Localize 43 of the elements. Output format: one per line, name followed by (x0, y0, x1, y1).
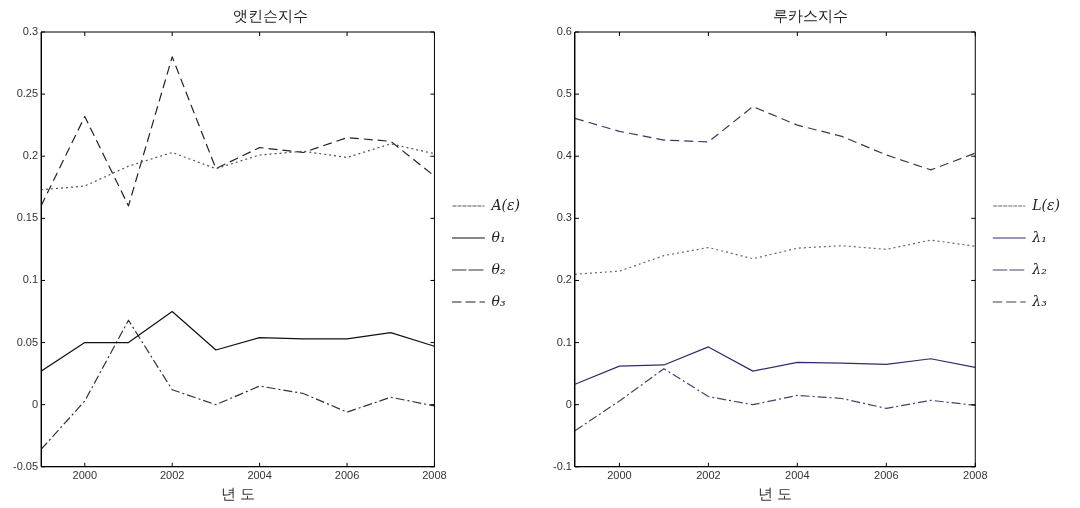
x-tick-label: 2002 (159, 469, 185, 482)
x-tick-label: 2000 (607, 469, 632, 482)
line-series (41, 319, 435, 451)
line-series (574, 105, 976, 171)
y-tick-label: 0.15 (16, 211, 39, 224)
y-tick-label: 0.05 (16, 335, 39, 348)
y-tick-label: 0 (31, 397, 39, 410)
legend-label: A(ε) (489, 196, 520, 213)
y-tick-label: 0.3 (556, 211, 572, 224)
x-tick-label: 2002 (696, 469, 721, 482)
legend-label: λ₃ (1031, 292, 1048, 309)
chart-title: 루카스지수 (772, 6, 848, 25)
legend-label: θ₃ (491, 292, 506, 309)
y-tick-label: 0.1 (556, 335, 572, 348)
line-series (574, 368, 976, 432)
y-tick-label: 0.3 (22, 25, 39, 38)
legend-label: L(ε) (1031, 196, 1060, 213)
y-tick-label: -0.1 (552, 459, 572, 472)
legend-label: θ₂ (491, 260, 506, 277)
x-tick-label: 2008 (422, 469, 447, 482)
y-tick-label: 0.6 (556, 25, 572, 38)
x-axis-title: 년 도 (220, 485, 255, 503)
y-tick-label: 0.4 (556, 149, 572, 162)
line-series (574, 239, 976, 275)
legend-label: λ₁ (1031, 228, 1047, 245)
x-tick-label: 2006 (874, 469, 899, 482)
legend-label: λ₂ (1031, 260, 1048, 277)
y-tick-label: 0.2 (556, 273, 572, 286)
x-tick-label: 2004 (785, 469, 810, 482)
y-tick-label: 0.1 (22, 273, 39, 286)
line-series (41, 143, 435, 191)
y-tick-label: -0.05 (12, 459, 39, 472)
x-tick-label: 2000 (72, 469, 98, 482)
y-tick-label: 0.2 (22, 149, 39, 162)
x-tick-label: 2008 (963, 469, 988, 482)
y-tick-label: 0 (565, 397, 572, 410)
x-axis-title: 년 도 (758, 485, 793, 503)
x-tick-label: 2006 (334, 469, 360, 482)
legend-label: θ₁ (491, 228, 506, 245)
y-tick-label: 0.5 (556, 87, 572, 100)
x-tick-label: 2004 (247, 469, 272, 482)
chart-title: 앳킨슨지수 (232, 6, 308, 25)
y-tick-label: 0.25 (16, 87, 39, 100)
